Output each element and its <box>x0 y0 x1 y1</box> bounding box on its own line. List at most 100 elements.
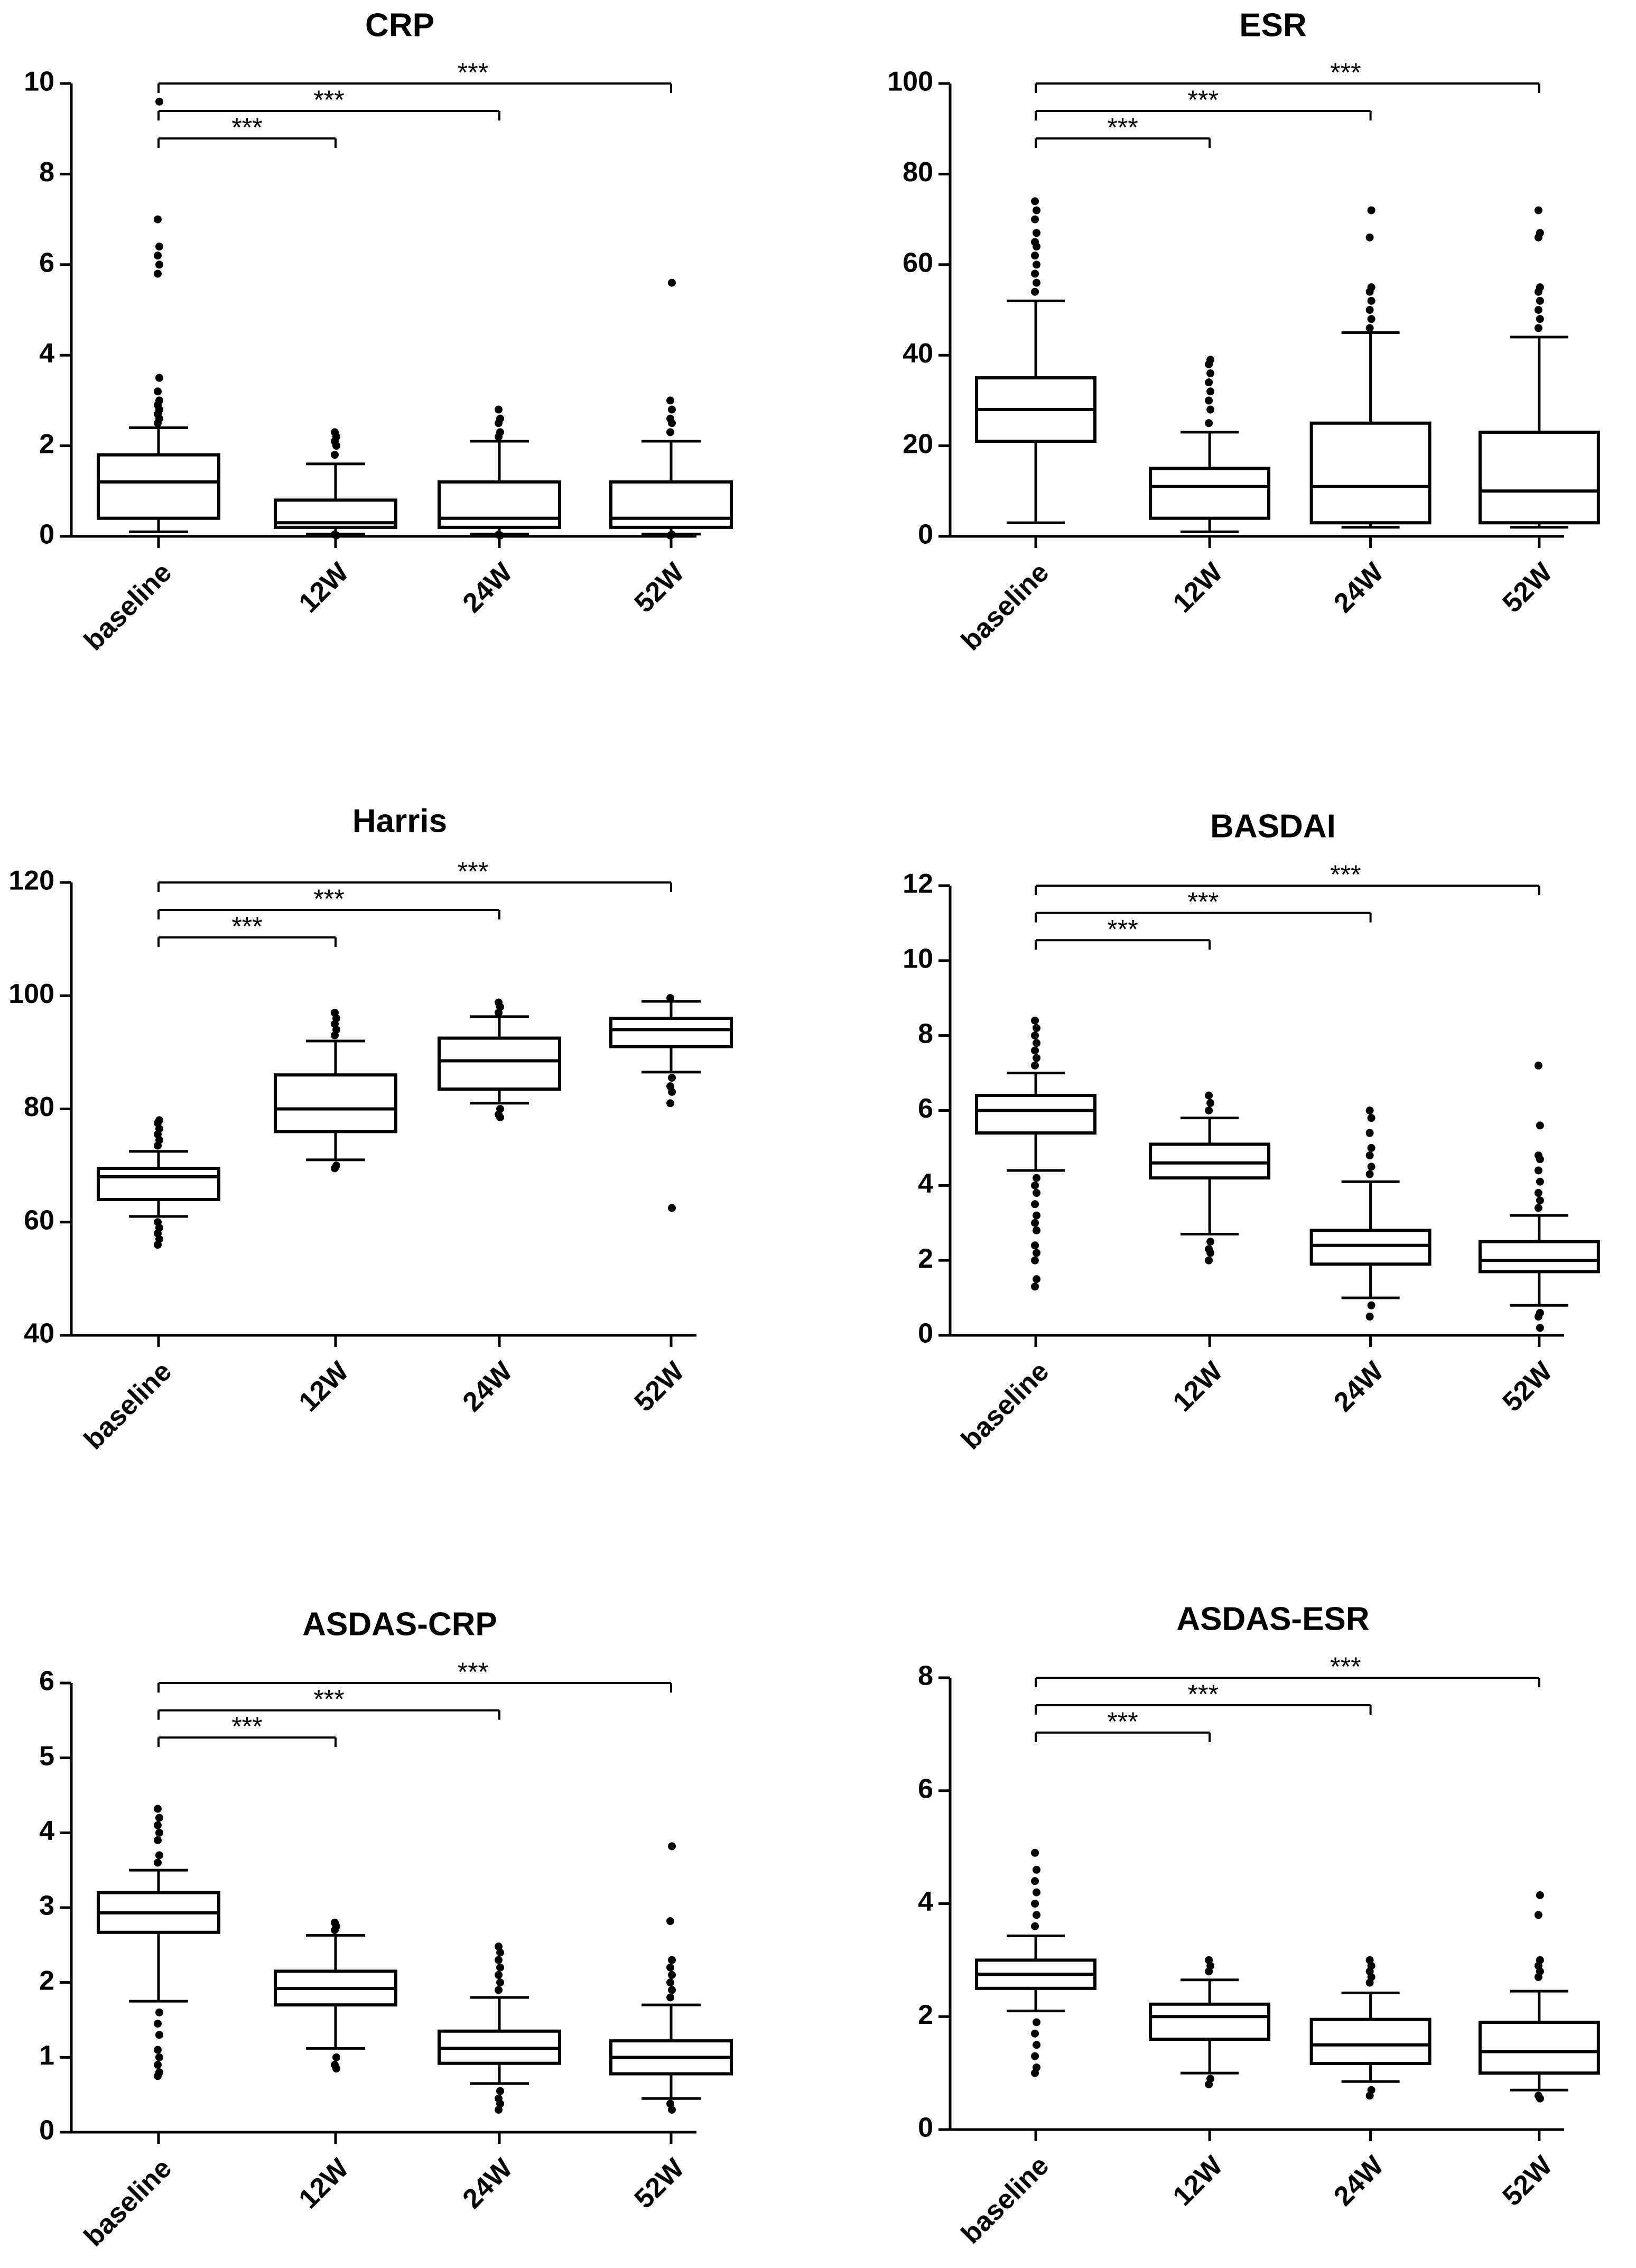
box-baseline <box>975 197 1097 524</box>
outlier-point <box>1031 269 1039 278</box>
chart-crp: CRP 0 2 4 6 8 10 baseline 12W 24W 52W *** *** *** <box>24 7 733 656</box>
significance-bracket: *** <box>157 912 337 947</box>
outlier-point <box>155 2031 163 2039</box>
outlier-point <box>1536 1121 1544 1130</box>
outlier-point <box>1033 2018 1041 2027</box>
significance-bracket: *** <box>157 113 337 148</box>
outlier-point <box>155 2053 163 2061</box>
significance-bracket: *** <box>157 1685 500 1720</box>
y-tick-label: 100 <box>8 979 54 1009</box>
outlier-point <box>666 1978 674 1987</box>
outlier-point <box>1031 1922 1039 1930</box>
outlier-point <box>1033 1249 1041 1257</box>
box-baseline <box>975 1848 1097 2077</box>
significance-bracket: *** <box>1035 58 1540 93</box>
outlier-point <box>155 1851 163 1860</box>
outlier-point <box>1031 2029 1039 2038</box>
outlier-point <box>668 405 676 414</box>
box-52w <box>1478 1891 1600 2103</box>
outlier-point <box>1031 1219 1039 1227</box>
outlier-point <box>1367 315 1375 323</box>
significance-label: *** <box>458 58 488 87</box>
outlier-point <box>154 387 162 396</box>
x-category-label: 52W <box>629 557 691 619</box>
outlier-point <box>1365 1956 1374 1964</box>
outlier-point <box>155 1828 163 1837</box>
x-category-label: 12W <box>1167 557 1229 619</box>
y-tick-label: 6 <box>39 1666 54 1697</box>
outlier-point <box>1536 229 1544 237</box>
box-12w <box>1149 356 1271 533</box>
y-tick-label: 120 <box>8 866 54 896</box>
outlier-point <box>1206 387 1215 396</box>
outlier-point <box>1205 1256 1213 1265</box>
outlier-point <box>1031 1181 1039 1189</box>
chart-title: CRP <box>365 7 434 43</box>
y-tick-label: 20 <box>903 429 933 459</box>
x-category-label: baseline <box>78 2153 178 2252</box>
iqr-box <box>1149 2002 1271 2041</box>
outlier-point <box>1534 324 1542 332</box>
outlier-point <box>1536 1324 1544 1332</box>
x-category-label: 12W <box>293 1356 355 1418</box>
outlier-point <box>1534 206 1542 215</box>
outlier-point <box>1031 1031 1039 1040</box>
y-tick-label: 12 <box>903 869 933 899</box>
iqr-box <box>1478 1240 1600 1274</box>
x-category-label: baseline <box>955 557 1055 656</box>
chart-asdas-crp: ASDAS-CRP 0 1 2 3 4 5 6 baseline 12W 24W 52W *** *** *… <box>39 1606 733 2252</box>
y-tick-label: 4 <box>918 1168 933 1199</box>
outlier-point <box>666 1099 674 1108</box>
significance-label: *** <box>1330 860 1361 889</box>
outlier-point <box>1031 1256 1039 1265</box>
x-category-label: 52W <box>1496 557 1558 619</box>
outlier-point <box>1536 296 1544 305</box>
x-category-label: 24W <box>1328 557 1390 619</box>
outlier-point <box>1033 1174 1041 1182</box>
y-tick-label: 10 <box>903 944 933 974</box>
outlier-point <box>154 2072 162 2080</box>
box-baseline <box>97 1805 220 2080</box>
outlier-point <box>1365 1107 1374 1114</box>
outlier-point <box>668 1986 676 1994</box>
outlier-point <box>1534 1204 1542 1212</box>
box-24w <box>438 998 561 1122</box>
significance-label: *** <box>313 85 344 115</box>
iqr-box <box>1309 421 1432 525</box>
outlier-point <box>1534 1313 1542 1321</box>
box-24w <box>438 1942 561 2114</box>
x-category-label: 12W <box>293 2153 355 2215</box>
outlier-point <box>1205 396 1213 405</box>
y-tick-label: 60 <box>903 248 933 278</box>
y-tick-label: 6 <box>918 1093 933 1124</box>
significance-bracket: *** <box>1035 887 1372 923</box>
outlier-point <box>1367 283 1375 292</box>
significance-label: *** <box>1107 1707 1138 1736</box>
outlier-point <box>331 1008 339 1017</box>
outlier-point <box>496 414 504 423</box>
y-tick-label: 1 <box>39 2040 54 2071</box>
y-tick-label: 80 <box>903 157 933 188</box>
significance-bracket: *** <box>157 1657 672 1693</box>
outlier-point <box>155 2008 163 2016</box>
y-tick-label: 2 <box>918 2000 933 2030</box>
x-category-label: 52W <box>629 2153 691 2215</box>
outlier-point <box>1205 2080 1213 2088</box>
y-tick-label: 100 <box>887 67 933 97</box>
outlier-point <box>1367 1163 1375 1171</box>
outlier-point <box>1206 405 1215 414</box>
outlier-point <box>154 269 162 278</box>
significance-label: *** <box>313 884 344 914</box>
outlier-point <box>1367 206 1375 215</box>
chart-title: ASDAS-CRP <box>302 1606 497 1642</box>
chart-asdas-esr: ASDAS-ESR 0 2 4 6 8 baseline 12W 24W 52W *** *** *** <box>918 1601 1600 2250</box>
outlier-point <box>154 2046 162 2054</box>
outlier-point <box>495 1986 503 1994</box>
outlier-point <box>668 1956 676 1964</box>
outlier-point <box>1205 1091 1213 1100</box>
outlier-point <box>1206 1238 1215 1246</box>
outlier-point <box>1536 1196 1544 1205</box>
iqr-box <box>1149 1142 1271 1180</box>
y-tick-label: 40 <box>903 338 933 369</box>
